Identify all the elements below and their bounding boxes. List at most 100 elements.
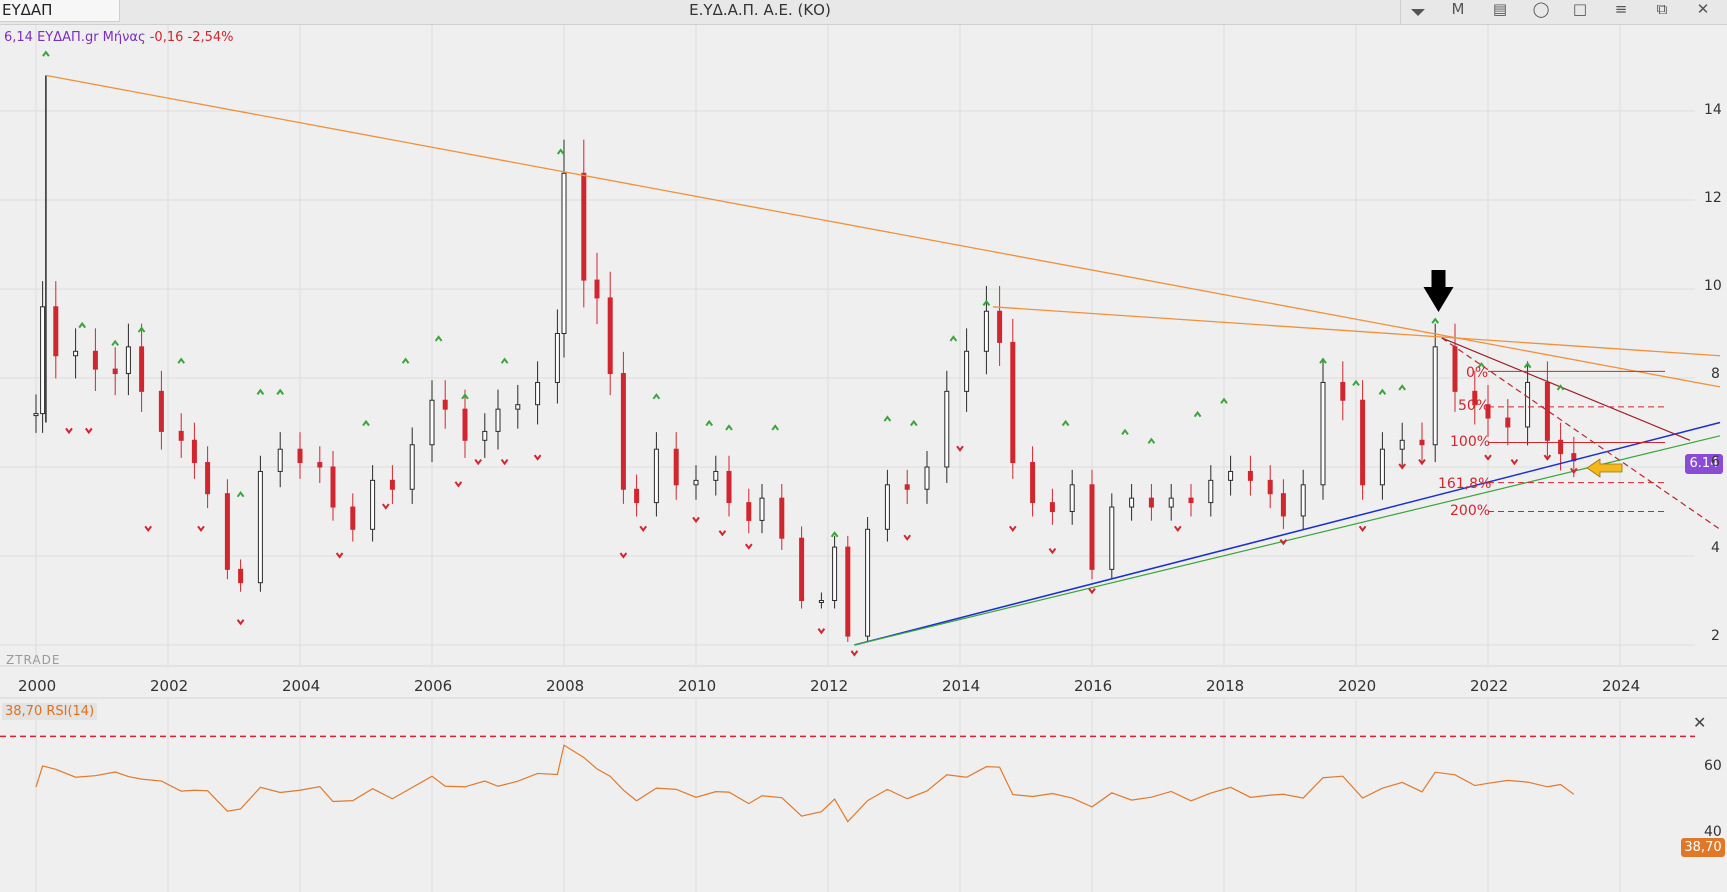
swing-low-marker	[1088, 588, 1096, 595]
x-tick: 2018	[1206, 677, 1245, 695]
swing-high-marker	[236, 491, 245, 498]
swing-high-marker	[556, 148, 565, 155]
window-title: Ε.ΥΔ.Α.Π. Α.Ε. (ΚΟ)	[689, 1, 831, 19]
x-tick: 2012	[810, 677, 849, 695]
candle	[746, 502, 752, 521]
candle	[1525, 381, 1531, 428]
chat-icon[interactable]: ◯	[1532, 0, 1550, 18]
x-tick: 2022	[1470, 677, 1509, 695]
candle	[1129, 497, 1135, 508]
candle	[904, 484, 910, 490]
candle	[40, 306, 46, 415]
swing-high-marker	[1398, 384, 1406, 391]
swing-high-marker	[137, 326, 146, 333]
candle	[693, 479, 699, 486]
x-tick: 2006	[414, 677, 453, 695]
candle	[1340, 381, 1346, 401]
candle	[1558, 439, 1564, 455]
candle	[759, 497, 765, 521]
candle	[924, 466, 930, 490]
candle	[297, 448, 303, 464]
swing-low-marker	[335, 552, 344, 559]
close-icon[interactable]: ✕	[1693, 713, 1707, 732]
symbol-input[interactable]: ΕΥΔΑΠ	[0, 0, 120, 22]
candle	[350, 506, 356, 530]
candle	[832, 546, 838, 601]
candle	[1360, 399, 1366, 486]
down-arrow-icon	[1423, 270, 1454, 312]
swing-low-marker	[692, 516, 700, 524]
swing-high-marker	[830, 531, 839, 538]
candle	[330, 466, 336, 508]
swing-high-marker	[705, 419, 713, 427]
candle	[779, 497, 785, 539]
rsi-legend: 38,70 RSI(14)	[2, 703, 98, 720]
swing-low-marker	[619, 552, 628, 559]
candle	[462, 408, 468, 441]
close-icon[interactable]: ✕	[1696, 0, 1710, 18]
candle	[944, 390, 950, 468]
candle	[554, 333, 560, 383]
candle	[442, 399, 448, 410]
candle	[1089, 484, 1095, 570]
fib-label: 50%	[1458, 398, 1490, 414]
y-tick: 10	[1704, 278, 1722, 294]
swing-high-marker	[652, 393, 661, 400]
candle	[33, 413, 39, 417]
candle	[964, 350, 970, 392]
candle	[634, 488, 640, 504]
y-tick: 14	[1704, 102, 1722, 118]
swing-low-marker	[197, 525, 205, 532]
candle	[73, 350, 79, 357]
legend-name: ΕΥΔΑΠ.gr Μήνας	[37, 30, 146, 45]
candle	[370, 479, 376, 530]
swing-low-marker	[718, 530, 727, 537]
swing-low-marker	[745, 543, 753, 550]
swing-high-marker	[500, 357, 509, 364]
y-tick: 6	[1711, 454, 1720, 470]
candle	[1399, 439, 1405, 450]
restore-icon[interactable]: ⧉	[1656, 0, 1668, 18]
swing-low-marker	[236, 619, 245, 626]
x-tick: 2002	[150, 677, 189, 695]
layout-icon[interactable]: ▤	[1492, 0, 1508, 18]
x-tick: 2008	[546, 677, 585, 695]
candle	[845, 546, 851, 637]
watermark: ZTRADE	[6, 653, 61, 667]
menu-icon[interactable]: ≡	[1614, 0, 1628, 18]
lock-icon[interactable]: □	[1572, 0, 1588, 18]
swing-high-marker	[910, 419, 918, 427]
candle	[1379, 448, 1385, 486]
last-price-tag: 6.14	[1685, 454, 1723, 474]
candle	[1188, 497, 1194, 504]
timeframe-button[interactable]: M	[1451, 0, 1465, 18]
chevron-down-icon[interactable]	[1400, 0, 1435, 24]
candle	[1247, 470, 1253, 481]
candle	[713, 470, 719, 481]
swing-high-marker	[434, 335, 443, 342]
swing-high-marker	[1352, 379, 1360, 387]
candle	[1049, 502, 1055, 513]
swing-low-marker	[144, 525, 152, 532]
x-tick: 2016	[1074, 677, 1113, 695]
swing-low-marker	[1009, 525, 1017, 532]
candle	[535, 381, 541, 406]
candle	[389, 479, 395, 490]
swing-low-marker	[639, 525, 647, 532]
candle	[277, 448, 283, 472]
price-chart[interactable]	[0, 25, 1727, 892]
y-tick: 12	[1704, 190, 1722, 206]
swing-high-marker	[78, 321, 86, 329]
swing-high-marker	[1431, 317, 1439, 324]
candle	[429, 399, 435, 446]
candle	[884, 484, 890, 530]
swing-low-marker	[1048, 547, 1057, 555]
trendline	[854, 421, 1721, 646]
candle	[482, 430, 488, 441]
swing-low-marker	[474, 458, 482, 466]
candle	[726, 470, 732, 504]
candle	[1208, 479, 1214, 504]
candle	[1148, 497, 1154, 508]
candle	[205, 462, 211, 495]
legend-change: -0,16 -2,54%	[149, 30, 234, 45]
